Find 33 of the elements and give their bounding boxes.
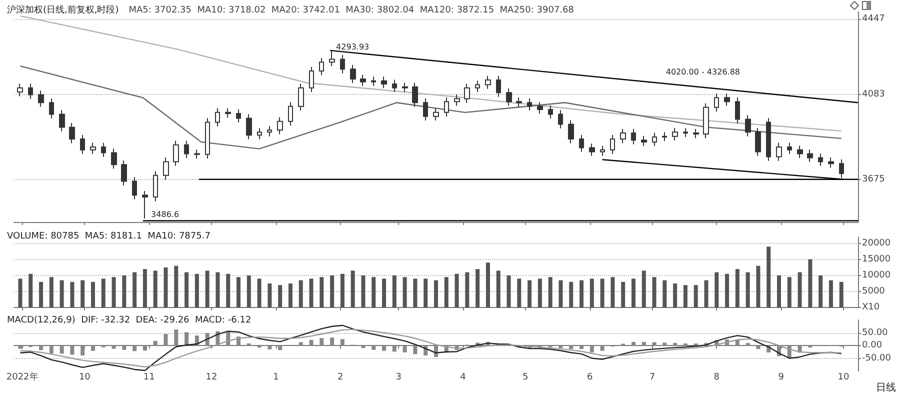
x-tick-label: 9	[778, 372, 784, 382]
x-tick-label: 8	[714, 372, 720, 382]
x-tick-label: 2	[338, 372, 344, 382]
y-tick-label: 4083	[862, 90, 885, 100]
x-tick-label: 2022年	[6, 372, 38, 382]
y-tick-label: 5000	[862, 286, 886, 296]
x-tick-label: 1	[273, 372, 279, 382]
annotation: 3486.6	[151, 210, 180, 219]
x-tick-label: 3	[396, 372, 402, 382]
y-tick-label: 20000	[862, 238, 891, 248]
chart-title: VOLUME: 80785 MA5: 8181.1 MA10: 7875.7	[7, 232, 210, 242]
chart-subtitle: MA5: 3702.35 MA10: 3718.02 MA20: 3742.01 MA30: 3802.04 MA120: 3872.15 MA250: 3907.68	[128, 6, 574, 16]
x-tick-label: 10	[838, 372, 850, 382]
y-tick-label: 50.00	[862, 328, 888, 338]
annotation: 4293.93	[336, 42, 370, 52]
y-tick-label: X10	[862, 302, 880, 312]
x-tick-label: 12	[206, 372, 218, 382]
y-tick-label: 4447	[862, 14, 885, 24]
y-tick-label: 15000	[862, 254, 891, 264]
text: 日线	[876, 382, 896, 393]
x-tick-label: 4	[460, 372, 466, 382]
annotation: 4020.00 - 4326.88	[666, 68, 740, 76]
y-tick-label: -50.00	[862, 353, 892, 364]
x-tick-label: 11	[143, 372, 155, 382]
x-tick-label: 6	[586, 372, 593, 382]
y-tick-label: 10000	[862, 270, 891, 280]
chart-title: MACD(12,26,9) DIF: -32.32 DEA: -29.26 MACD: -6.12	[7, 316, 252, 326]
y-tick-label: 0.00	[862, 340, 882, 350]
y-tick-label: 3675	[862, 174, 885, 184]
x-tick-label: 10	[78, 372, 91, 382]
chart-title: 沪深加权(日线,前复权,时段)	[7, 4, 119, 16]
x-tick-label: 7	[649, 372, 656, 382]
x-tick-label: 5	[522, 372, 528, 382]
